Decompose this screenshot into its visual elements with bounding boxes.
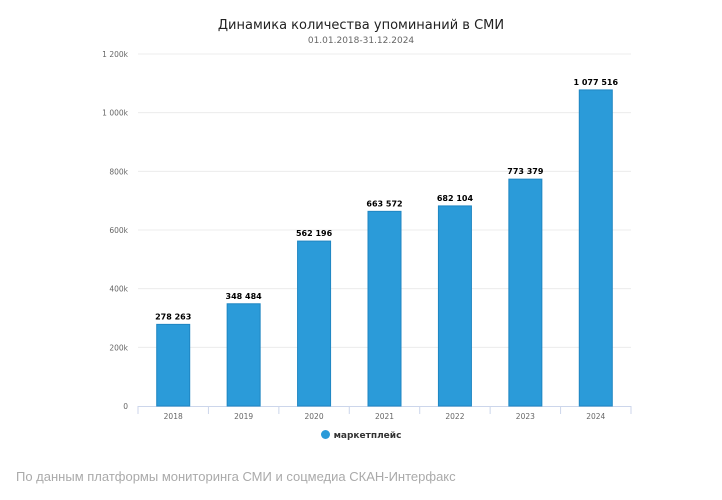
y-tick-label: 800k — [109, 167, 128, 176]
data-label: 348 484 — [226, 292, 263, 301]
y-tick-label: 200k — [109, 343, 128, 352]
data-label: 773 379 — [507, 167, 544, 176]
data-label: 1 077 516 — [574, 78, 619, 87]
x-tick-label: 2023 — [516, 412, 535, 421]
x-tick-label: 2024 — [586, 412, 605, 421]
y-tick-label: 600k — [109, 226, 128, 235]
bar-2018 — [156, 323, 191, 407]
bar-2022 — [437, 205, 472, 407]
source-note: По данным платформы мониторинга СМИ и со… — [16, 469, 456, 484]
data-label: 682 104 — [437, 194, 474, 203]
y-tick-label: 0 — [123, 402, 128, 411]
bar-2020 — [297, 240, 332, 407]
x-tick-label: 2021 — [375, 412, 394, 421]
x-tick-label: 2019 — [234, 412, 253, 421]
chart-subtitle: 01.01.2018-31.12.2024 — [307, 36, 415, 46]
y-tick-label: 1 000k — [102, 109, 128, 118]
data-label: 663 572 — [366, 199, 402, 208]
bar-2023 — [508, 178, 543, 407]
y-tick-label: 1 200k — [102, 50, 128, 59]
bar-2021 — [367, 210, 402, 407]
legend[interactable]: маркетплейс — [0, 430, 722, 441]
legend-label: маркетплейс — [333, 431, 402, 441]
legend-marker — [320, 430, 330, 439]
data-label: 562 196 — [296, 229, 333, 238]
y-tick-label: 400k — [109, 285, 128, 294]
x-tick-label: 2022 — [445, 412, 464, 421]
chart-title: Динамика количества упоминаний в СМИ — [217, 18, 505, 33]
x-tick-label: 2018 — [164, 412, 183, 421]
data-label: 278 263 — [155, 312, 191, 321]
bar-2024 — [578, 89, 613, 407]
bar-2019 — [226, 303, 261, 407]
x-tick-label: 2020 — [305, 412, 324, 421]
bar-chart: 0 200k 400k 600k 800k 1 000k 1 200k 278 263 2018… — [102, 50, 632, 421]
